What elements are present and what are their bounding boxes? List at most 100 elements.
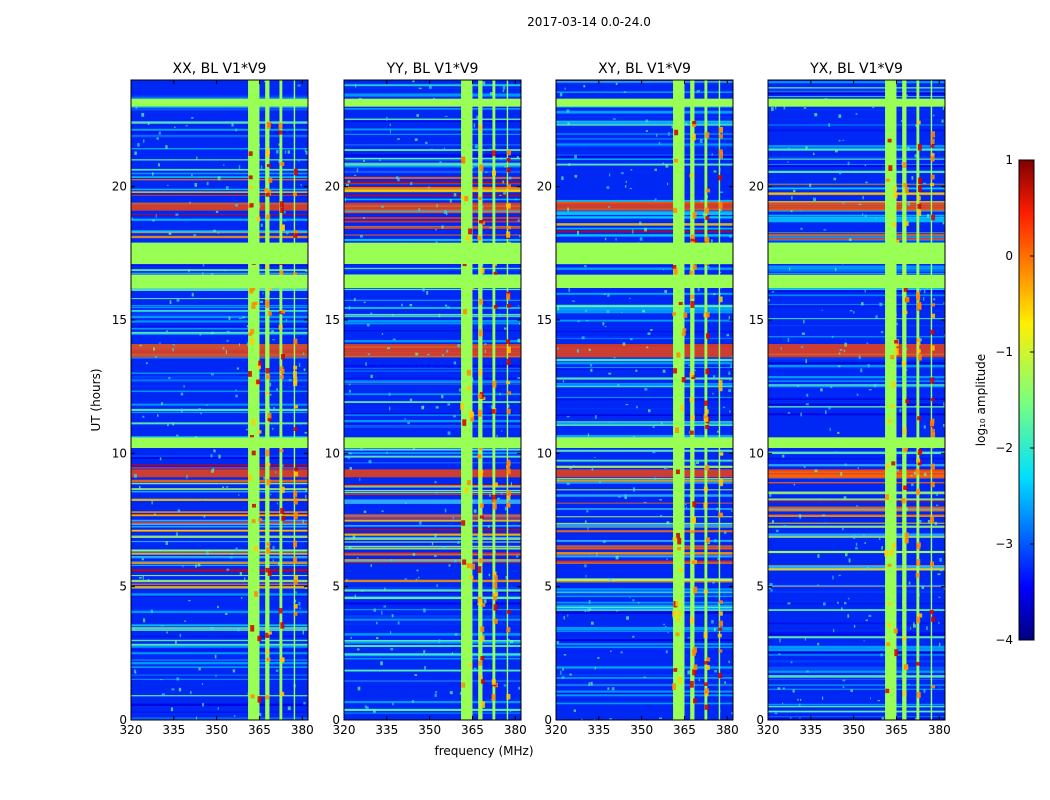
hot-cell [674,129,679,136]
noise-cell [158,131,161,135]
time-row [768,237,945,240]
noise-cell [168,376,171,380]
noise-cell [837,601,839,604]
noise-cell [712,293,716,296]
noise-cell [407,421,410,425]
noise-cell [615,555,619,560]
time-row [344,299,521,301]
hot-cell [892,222,897,228]
time-row [344,153,521,156]
noise-cell [665,650,668,654]
noise-cell [222,486,225,488]
time-row [556,384,733,387]
hot-cell [248,332,253,337]
time-row [344,448,521,451]
noise-cell [354,298,356,302]
noise-cell [557,347,559,350]
hot-cell [268,177,273,183]
noise-cell [176,434,179,437]
time-row [556,106,733,108]
hot-cell [719,620,724,627]
noise-cell [844,463,847,466]
time-row [131,273,308,275]
noise-cell [390,647,394,651]
hot-cell [478,369,483,376]
hot-cell [464,195,469,202]
hot-cell [705,333,710,339]
noise-cell [620,651,623,654]
hot-cell [265,632,270,638]
noise-cell [729,235,732,238]
x-tick-label: 350 [842,723,865,737]
hot-cell [672,537,677,541]
noise-cell [775,529,779,533]
noise-cell [606,186,610,189]
hot-cell [281,354,286,360]
noise-cell [443,546,446,550]
strong-band [344,469,521,478]
hot-cell [718,600,723,604]
noise-cell [499,392,501,396]
hot-cell [506,231,511,238]
time-row [556,466,733,468]
noise-cell [780,347,782,350]
time-row [344,413,521,415]
hot-cell [254,545,259,552]
time-row [344,329,521,332]
panel-title: XY, BL V1*V9 [598,61,691,77]
noise-cell [239,571,243,576]
noise-cell [597,657,600,659]
noise-cell [939,569,943,572]
noise-cell [769,582,773,587]
noise-cell [864,214,867,218]
hot-cell [887,622,892,628]
noise-cell [809,183,812,187]
noise-cell [853,535,856,539]
hot-cell [718,380,723,388]
noise-cell [352,535,356,540]
hot-cell [505,203,510,208]
strong-band [344,202,521,211]
flagged-time-band [768,274,945,288]
noise-cell [665,163,669,168]
hot-cell [293,579,298,585]
noise-cell [908,581,911,585]
panel-title: YY, BL V1*V9 [386,61,479,77]
hot-cell [470,415,475,422]
colorbar-tick-label: −3 [995,537,1013,551]
noise-cell [275,470,277,474]
hot-cell [479,391,484,399]
noise-cell [418,87,422,90]
time-row [344,552,521,555]
noise-cell [381,510,384,513]
noise-cell [277,562,280,566]
hot-cell [886,642,891,647]
time-row [556,408,733,410]
time-row [344,641,521,644]
hot-cell [266,121,271,129]
axes-frame [130,79,309,721]
time-row [556,694,733,697]
noise-cell [210,454,213,458]
noise-cell [404,418,407,420]
hot-cell [718,174,723,181]
time-row [344,536,521,539]
noise-cell [659,499,662,501]
noise-cell [224,270,227,272]
time-row [768,170,945,174]
noise-cell [246,428,248,431]
noise-cell [823,229,827,231]
noise-cell [345,183,349,187]
time-row [768,96,945,99]
noise-cell [457,540,460,544]
time-row [768,551,945,553]
hot-cell [493,581,498,589]
noise-cell [632,487,636,492]
hot-cell [506,459,511,467]
noise-cell [556,121,559,123]
noise-cell [212,467,215,471]
noise-cell [667,182,669,186]
strong-band [768,344,945,358]
time-row [556,675,733,678]
flagged-time-band [556,274,733,288]
